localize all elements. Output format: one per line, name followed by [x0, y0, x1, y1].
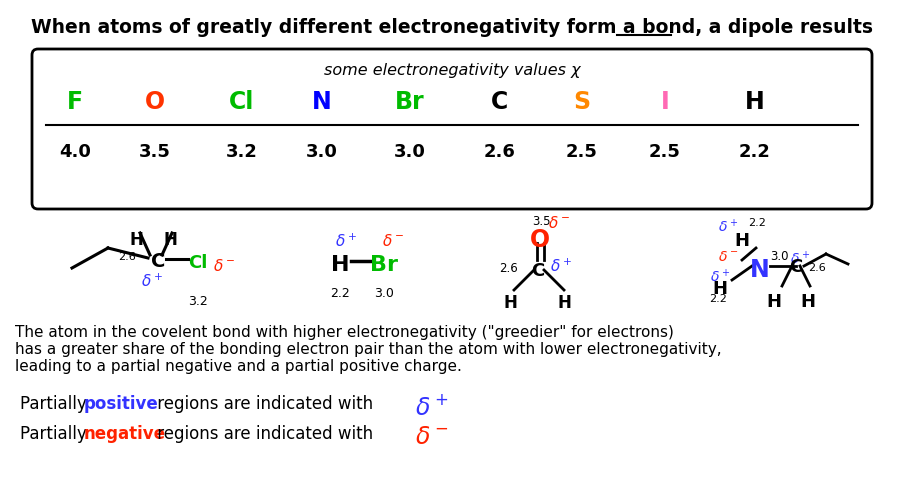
Text: regions are indicated with: regions are indicated with: [152, 425, 373, 443]
Text: 2.6: 2.6: [498, 262, 517, 275]
Text: 2.5: 2.5: [648, 143, 680, 161]
Text: $\delta^+$: $\delta^+$: [334, 233, 357, 250]
Text: has a greater share of the bonding electron pair than the atom with lower electr: has a greater share of the bonding elect…: [15, 342, 721, 357]
Text: regions are indicated with: regions are indicated with: [152, 395, 373, 413]
Text: H: H: [733, 232, 749, 250]
Text: $\delta^+$: $\delta^+$: [141, 273, 163, 290]
Text: 2.6: 2.6: [118, 252, 135, 262]
Text: Partially: Partially: [20, 425, 92, 443]
Text: Br: Br: [369, 255, 397, 275]
Text: some electronegativity values χ: some electronegativity values χ: [323, 63, 580, 78]
Text: Br: Br: [395, 90, 424, 114]
Text: C: C: [491, 90, 508, 114]
Text: The atom in the covelent bond with higher electronegativity ("greedier" for elec: The atom in the covelent bond with highe…: [15, 325, 673, 340]
Text: O: O: [144, 90, 165, 114]
Text: H: H: [163, 231, 177, 249]
Text: 3.5: 3.5: [139, 143, 171, 161]
Text: 3.2: 3.2: [226, 143, 257, 161]
Text: 3.0: 3.0: [374, 287, 394, 300]
Text: Partially: Partially: [20, 395, 92, 413]
Text: $\delta^+$: $\delta^+$: [414, 395, 448, 420]
Text: N: N: [749, 258, 769, 282]
Text: When atoms of greatly different electronegativity form a bond, a dipole results: When atoms of greatly different electron…: [31, 18, 872, 37]
Text: 2.2: 2.2: [330, 287, 349, 300]
Text: Cl: Cl: [188, 254, 207, 272]
Text: 3.2: 3.2: [188, 295, 208, 308]
Text: I: I: [660, 90, 668, 114]
Text: 2.6: 2.6: [807, 263, 824, 273]
Text: H: H: [744, 90, 764, 114]
Text: H: H: [712, 280, 727, 298]
Text: 3.0: 3.0: [306, 143, 338, 161]
Text: H: H: [330, 255, 349, 275]
Text: H: H: [129, 231, 143, 249]
Text: S: S: [573, 90, 590, 114]
Text: $\delta^+$: $\delta^+$: [549, 258, 572, 275]
Text: 2.2: 2.2: [708, 294, 726, 304]
Text: $\delta^+$: $\delta^+$: [709, 268, 730, 285]
Text: $\delta^+$: $\delta^+$: [717, 218, 738, 235]
Text: $\delta^-$: $\delta^-$: [414, 425, 448, 449]
Text: C: C: [788, 258, 802, 276]
Text: C: C: [151, 252, 165, 271]
Text: 3.0: 3.0: [394, 143, 425, 161]
Text: 4.0: 4.0: [59, 143, 91, 161]
Text: $\delta^-$: $\delta^-$: [717, 250, 738, 264]
Text: C: C: [531, 262, 544, 280]
Text: positive: positive: [84, 395, 159, 413]
Text: 3.0: 3.0: [769, 250, 787, 263]
Text: O: O: [529, 228, 549, 252]
Text: H: H: [766, 293, 780, 311]
Text: $\delta^-$: $\delta^-$: [381, 233, 404, 249]
Text: H: H: [502, 294, 517, 312]
Text: $\delta^+$: $\delta^+$: [789, 250, 809, 267]
Text: 2.6: 2.6: [483, 143, 516, 161]
Text: 2.5: 2.5: [565, 143, 597, 161]
Text: $\delta^-$: $\delta^-$: [213, 258, 235, 274]
Text: 3.5: 3.5: [531, 215, 550, 228]
Text: 2.2: 2.2: [739, 143, 770, 161]
Text: H: H: [800, 293, 815, 311]
FancyBboxPatch shape: [32, 49, 871, 209]
Text: leading to a partial negative and a partial positive charge.: leading to a partial negative and a part…: [15, 359, 461, 374]
Text: 2.2: 2.2: [747, 218, 765, 228]
Text: H: H: [556, 294, 571, 312]
Text: F: F: [67, 90, 83, 114]
Text: $\delta^-$: $\delta^-$: [547, 215, 570, 231]
Text: negative: negative: [84, 425, 166, 443]
Text: Cl: Cl: [229, 90, 255, 114]
Text: N: N: [312, 90, 331, 114]
